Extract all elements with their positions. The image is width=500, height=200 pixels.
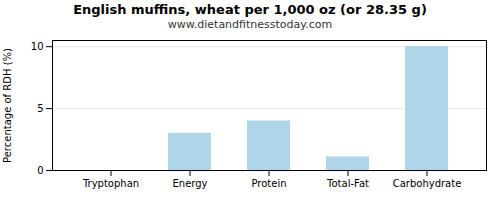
svg-text:Carbohydrate: Carbohydrate — [393, 178, 462, 189]
svg-text:0: 0 — [37, 165, 43, 176]
svg-text:10: 10 — [31, 41, 44, 52]
html-text:English muffins, wheat per 1,0: English muffins, wheat per 1,000 oz (or … — [73, 2, 427, 17]
svg-text:5: 5 — [37, 103, 43, 114]
html-text:www.dietandfitnesstoday.com: www.dietandfitnesstoday.com — [167, 18, 333, 31]
svg-text:Percentage of RDH (%): Percentage of RDH (%) — [2, 48, 13, 163]
svg-text:Energy: Energy — [172, 178, 207, 189]
svg-text:Protein: Protein — [251, 178, 286, 189]
svg-text:Tryptophan: Tryptophan — [82, 178, 139, 189]
svg-text:Total-Fat: Total-Fat — [326, 178, 369, 189]
